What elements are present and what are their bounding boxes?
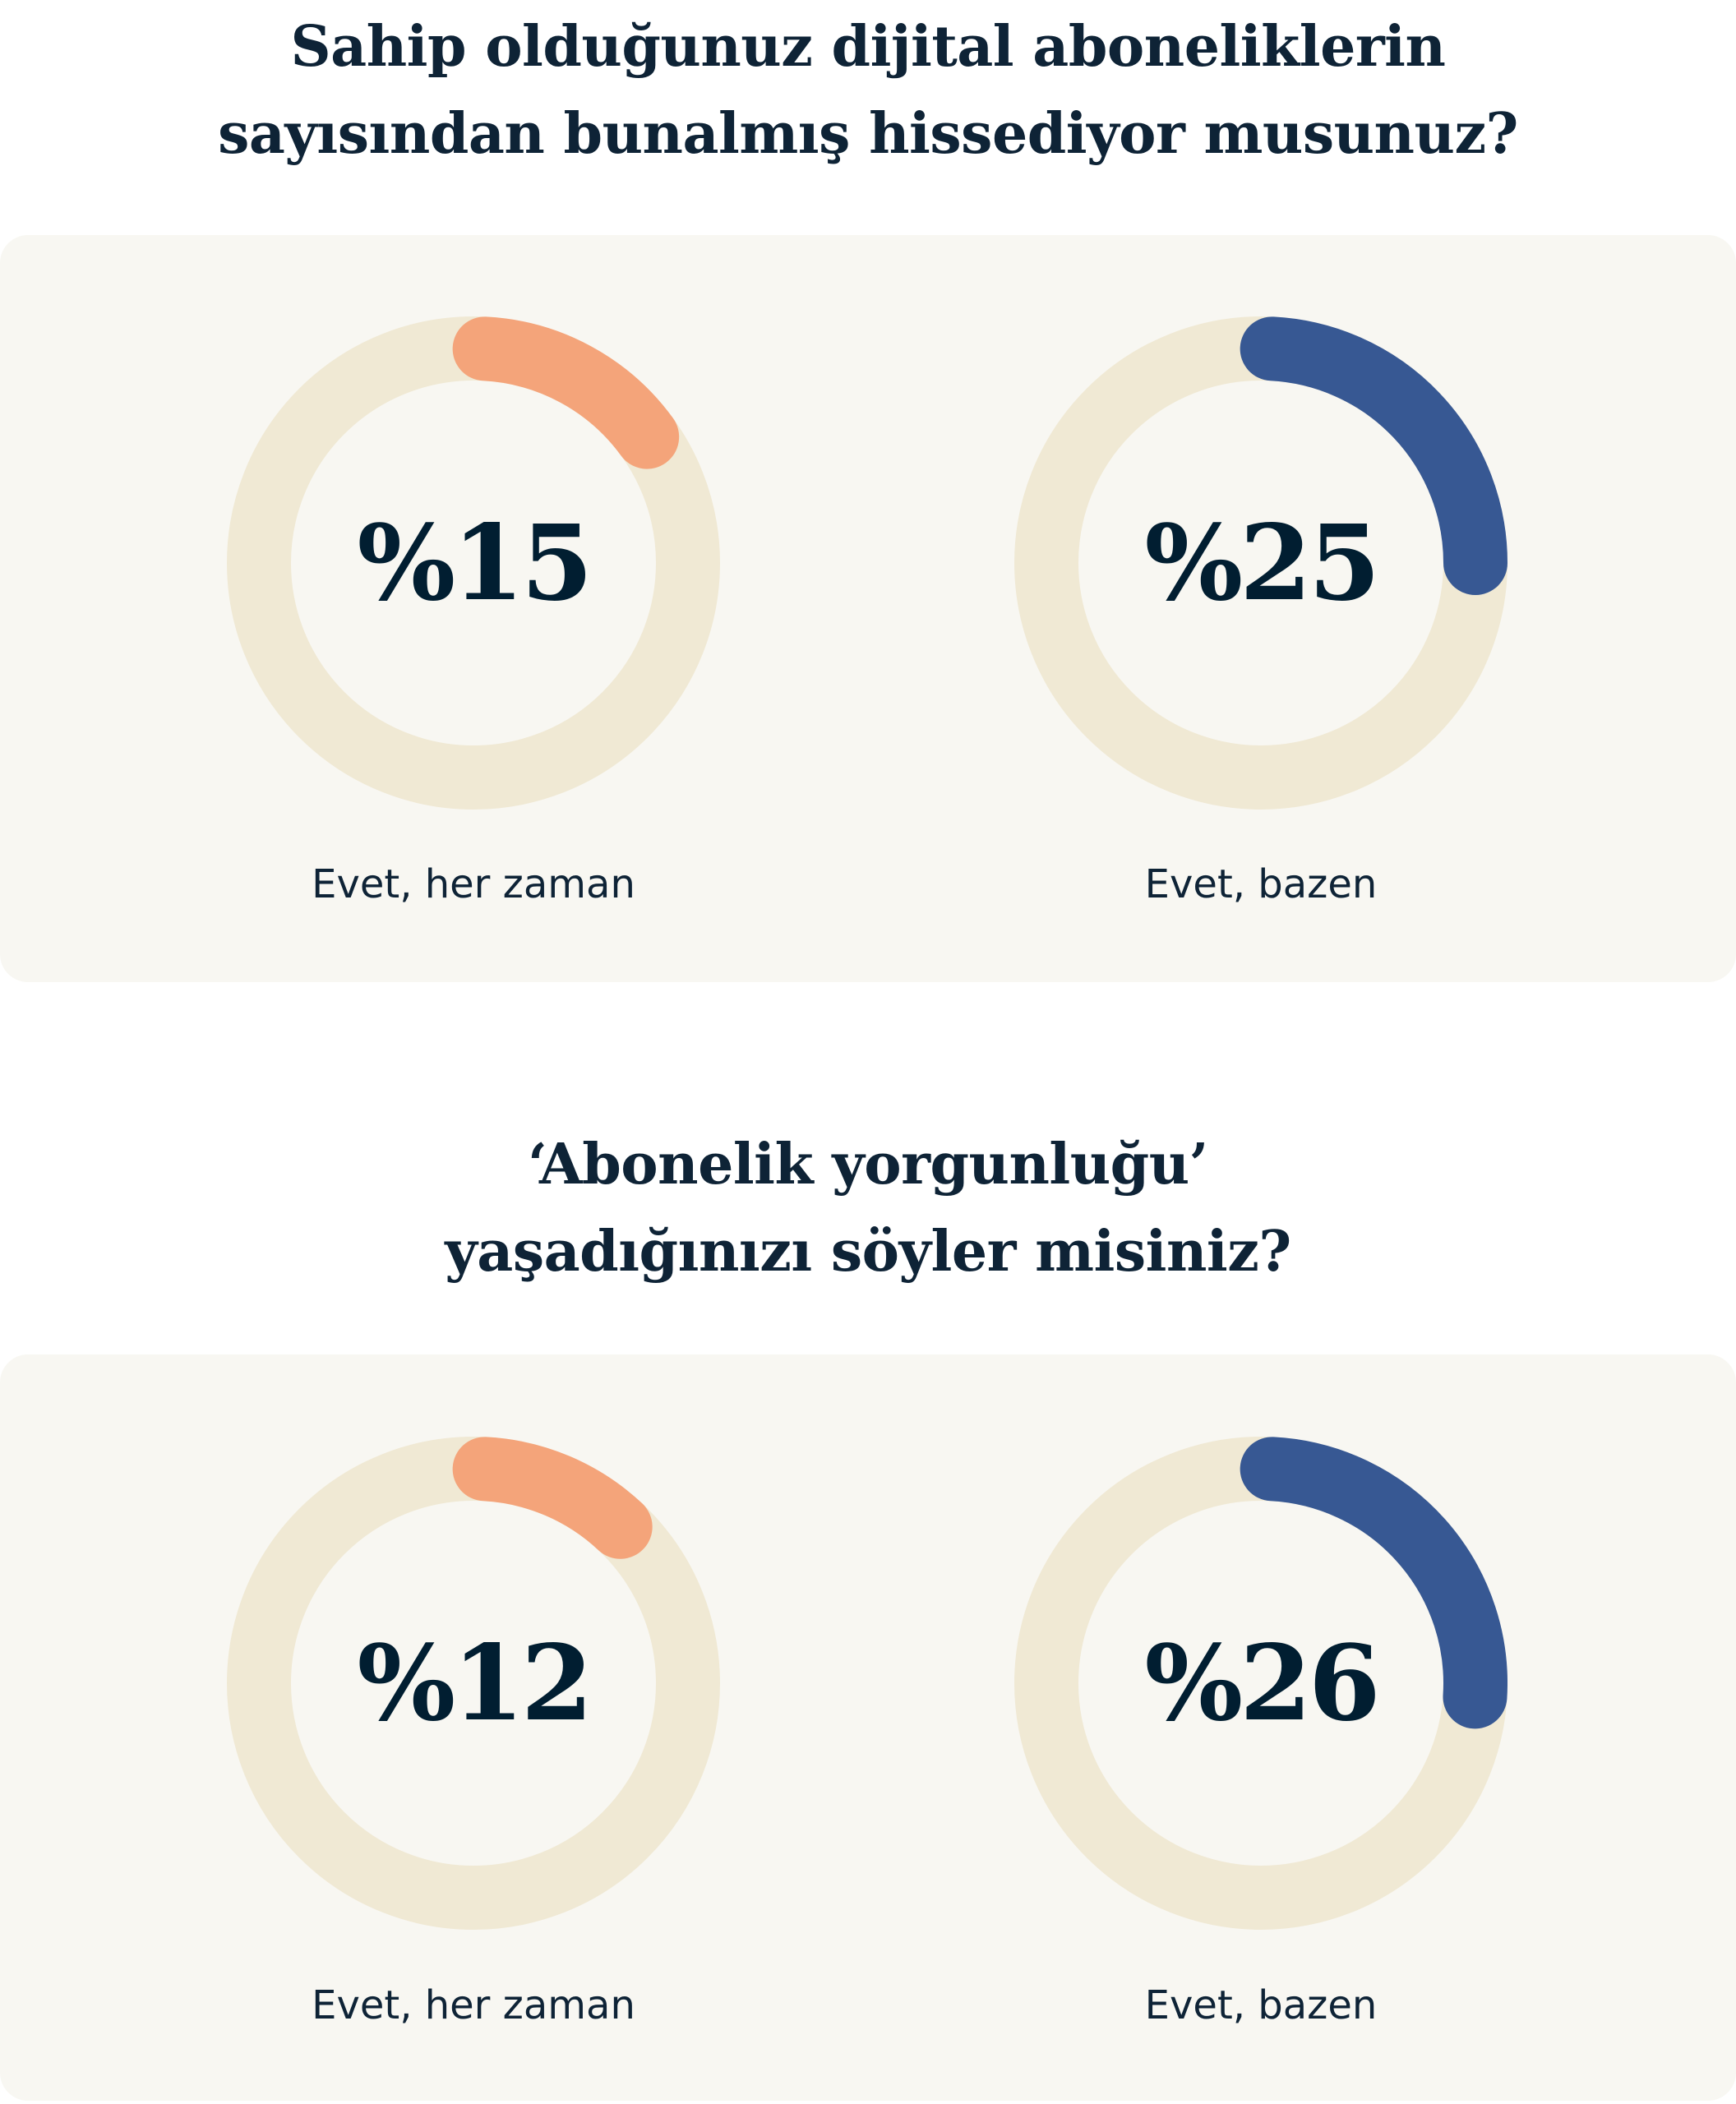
donut-label: Evet, bazen [1144,861,1378,907]
donut-chart: %25 [1014,316,1507,810]
donut-value-arc [452,316,680,469]
donut-value-arc [1240,1437,1507,1729]
percentage-value: %25 [1144,502,1380,624]
question-1-title-line-1: Sahip olduğunuz dijital aboneliklerin [290,14,1446,80]
percentage-value: %26 [1144,1622,1380,1744]
question-1-title: Sahip olduğunuz dijital aboneliklerin sa… [0,3,1736,178]
donut-value-arc [1240,316,1507,595]
donut-chart: %12 [227,1437,720,1930]
question-2-title: ‘Abonelik yorgunluğu’ yaşadığınızı söyle… [0,1121,1736,1295]
question-1-title-line-2: sayısından bunalmış hissediyor musunuz? [218,101,1518,167]
donut-chart: %15 [227,316,720,810]
donut-label: Evet, her zaman [312,1982,635,2028]
percentage-value: %15 [357,502,593,624]
percentage-value: %12 [357,1622,593,1744]
donut-value-arc [452,1437,653,1559]
donut-label: Evet, bazen [1144,1982,1378,2028]
donut-chart: %26 [1014,1437,1507,1930]
donut-label: Evet, her zaman [312,861,635,907]
question-2-title-line-1: ‘Abonelik yorgunluğu’ [528,1132,1208,1197]
question-2-title-line-2: yaşadığınızı söyler misiniz? [445,1219,1291,1285]
